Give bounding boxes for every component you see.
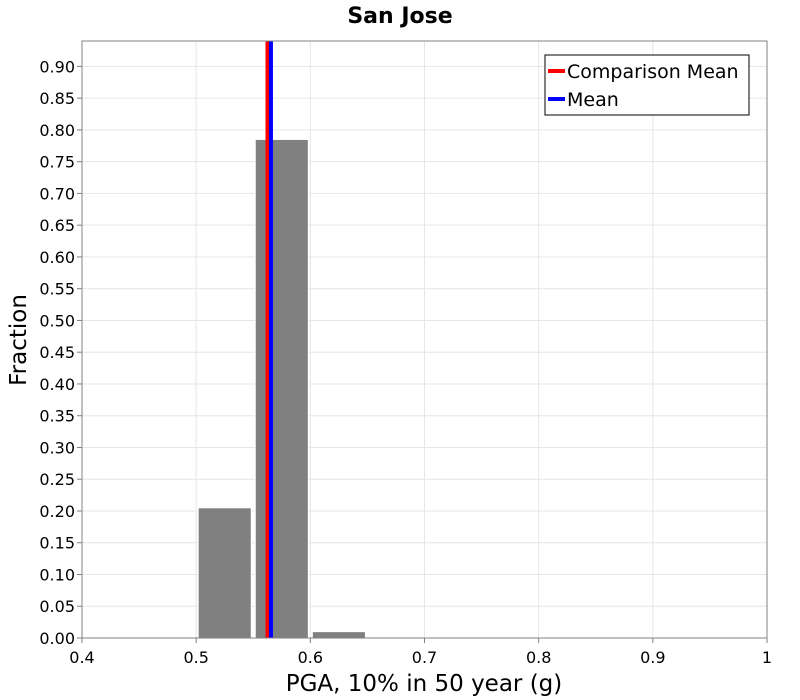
- legend-box: [544, 54, 750, 116]
- y-tick-label: 0.30: [39, 438, 75, 457]
- y-tick-label: 0.55: [39, 280, 75, 299]
- histogram-bar: [197, 507, 252, 639]
- x-tick-label: 0.7: [412, 648, 437, 667]
- y-tick-label: 0.40: [39, 375, 75, 394]
- y-tick-label: 0.15: [39, 534, 75, 553]
- x-tick-label: 0.4: [69, 648, 94, 667]
- legend: Comparison Mean Mean: [544, 54, 750, 116]
- bars: [197, 138, 366, 639]
- x-axis-label: PGA, 10% in 50 year (g): [286, 671, 563, 697]
- y-tick-label: 0.65: [39, 216, 75, 235]
- y-tick-label: 0.20: [39, 502, 75, 521]
- mean-lines: [265, 41, 273, 638]
- x-tick-label: 0.5: [183, 648, 208, 667]
- y-axis-ticks: 0.00 0.05 0.10 0.15 0.20 0.25 0.30 0.35 0.40 0.45…: [39, 57, 82, 648]
- chart-title: San Jose: [347, 4, 452, 29]
- x-tick-label: 1: [762, 648, 772, 667]
- legend-label: Mean: [567, 89, 619, 111]
- grid: [81, 41, 768, 639]
- y-axis-label: Fraction: [6, 294, 32, 386]
- histogram-bar: [254, 138, 309, 639]
- y-tick-label: 0.90: [39, 57, 75, 76]
- y-tick-label: 0.60: [39, 248, 75, 267]
- x-axis-ticks: 0.4 0.5 0.6 0.7 0.8 0.9 1: [69, 638, 772, 667]
- y-tick-label: 0.75: [39, 153, 75, 172]
- y-tick-label: 0.50: [39, 311, 75, 330]
- y-tick-label: 0.80: [39, 121, 75, 140]
- y-tick-label: 0.70: [39, 184, 75, 203]
- y-tick-label: 0.85: [39, 89, 75, 108]
- histogram-bar: [311, 631, 366, 639]
- x-tick-label: 0.9: [640, 648, 665, 667]
- y-tick-label: 0.05: [39, 597, 75, 616]
- legend-label: Comparison Mean: [567, 61, 739, 83]
- y-tick-label: 0.00: [39, 629, 75, 648]
- y-tick-label: 0.25: [39, 470, 75, 489]
- x-tick-label: 0.8: [526, 648, 551, 667]
- y-tick-label: 0.10: [39, 565, 75, 584]
- x-tick-label: 0.6: [298, 648, 323, 667]
- y-tick-label: 0.35: [39, 407, 75, 426]
- y-tick-label: 0.45: [39, 343, 75, 362]
